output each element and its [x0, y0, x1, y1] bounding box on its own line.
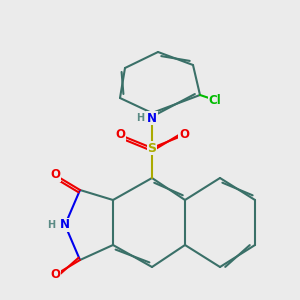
Text: Cl: Cl — [208, 94, 221, 106]
Text: H: H — [136, 113, 145, 123]
Text: N: N — [60, 218, 70, 232]
Text: O: O — [179, 128, 189, 142]
Text: H: H — [47, 220, 56, 230]
Text: N: N — [147, 112, 157, 124]
Text: S: S — [148, 142, 157, 154]
Text: O: O — [50, 169, 60, 182]
Text: O: O — [115, 128, 125, 142]
Text: O: O — [50, 268, 60, 281]
